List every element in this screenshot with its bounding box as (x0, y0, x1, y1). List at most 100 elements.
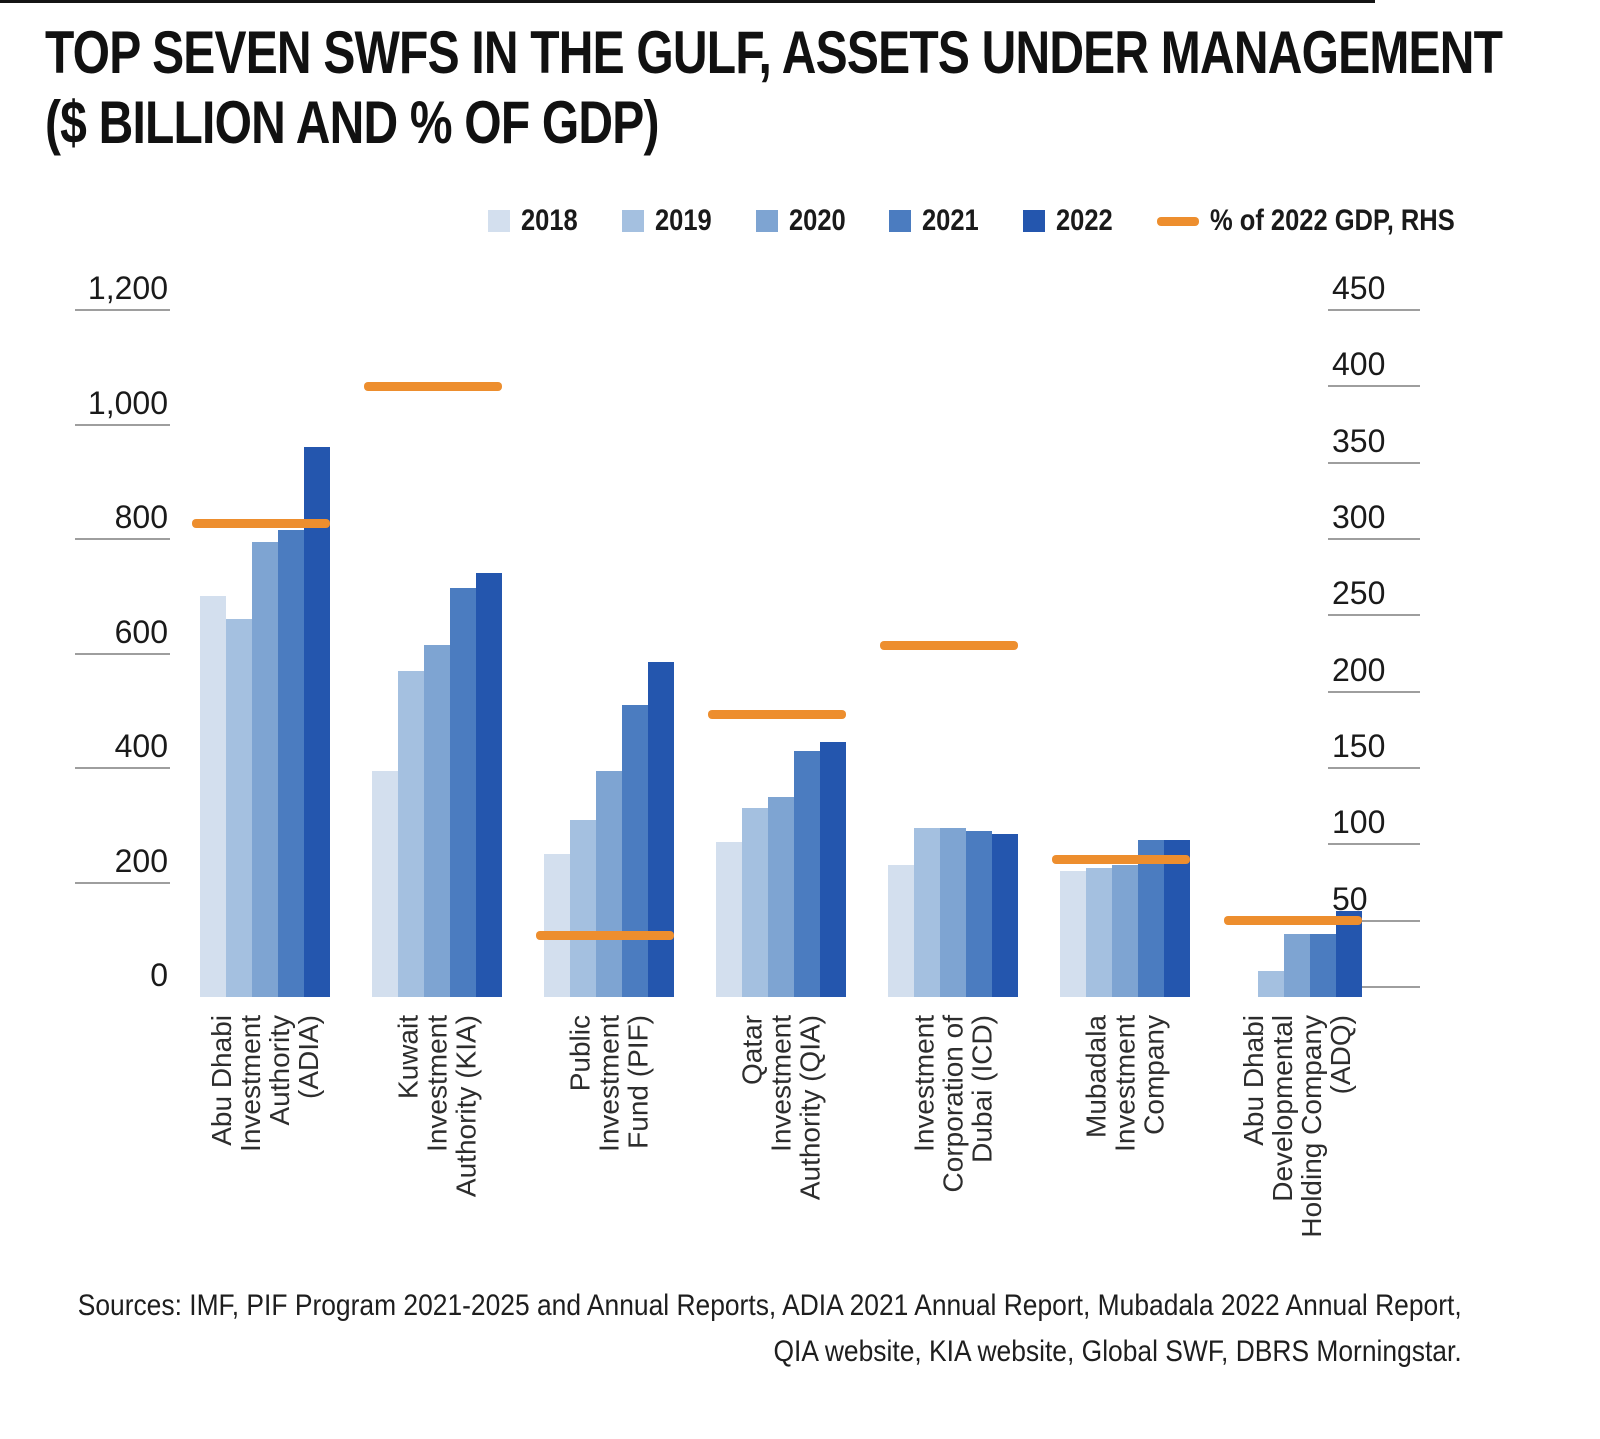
legend-gdp-label: % of 2022 GDP, RHS (1209, 204, 1455, 237)
bar-2021-group4 (794, 750, 820, 997)
chart-title: TOP SEVEN SWFS IN THE GULF, ASSETS UNDER… (45, 18, 1600, 158)
left-axis-tick-1,200: 1,200 (87, 270, 168, 306)
bar-2020-group7 (1284, 934, 1310, 997)
legend-label-2019: 2019 (654, 204, 712, 237)
bar-2019-group4 (742, 808, 768, 997)
gdp-marker-group1 (192, 519, 330, 529)
legend-item-2022: 2022 (1023, 204, 1123, 238)
bar-2020-group3 (596, 770, 622, 997)
right-axis-tick-200: 200 (1332, 651, 1386, 688)
plot-area: 1,200 1,000 800 600 400 200 0 450 400 350 300 250 20… (0, 0, 1600, 1238)
legend-label-2020: 2020 (788, 204, 846, 237)
legend-swatch-2021 (889, 210, 912, 232)
right-axis-tick-350: 350 (1332, 422, 1386, 459)
legend-swatch-2022 (1023, 210, 1045, 232)
x-label-group1: Abu Dhabi Investment Authority (ADIA) (206, 1015, 324, 1152)
legend-label-2018: 2018 (521, 204, 578, 237)
right-axis-tickline-350 (1328, 461, 1420, 464)
bar-2022-group7 (1336, 911, 1362, 997)
legend-item-2018: 2018 (488, 204, 588, 238)
bar-2018-group1 (200, 596, 226, 997)
gdp-marker-group5 (880, 641, 1018, 651)
bar-2021-group2 (450, 587, 476, 997)
bar-2018-group4 (716, 842, 742, 997)
left-axis-tick-1,000: 1,000 (87, 384, 168, 421)
right-axis-tick-450: 450 (1332, 270, 1386, 306)
bar-2021-group3 (622, 705, 648, 997)
bar-2021-group6 (1138, 839, 1164, 997)
right-axis-tickline-50 (1328, 919, 1420, 922)
right-axis-tickline-300 (1328, 538, 1420, 540)
x-label-group4: Qatar Investment Authority (QIA) (736, 1015, 826, 1201)
right-axis-tick-300: 300 (1332, 499, 1386, 535)
right-axis-tick-100: 100 (1332, 804, 1386, 841)
chart-title-line1: TOP SEVEN SWFS IN THE GULF, ASSETS UNDER… (45, 19, 1503, 86)
bar-2022-group5 (992, 833, 1018, 997)
bar-2019-group2 (398, 670, 424, 997)
bar-2018-group2 (372, 770, 398, 997)
right-axis-tickline-150 (1328, 767, 1420, 769)
left-axis-tickline-1,200 (75, 309, 170, 311)
bar-2019-group6 (1086, 868, 1112, 997)
left-axis-tickline-400 (75, 767, 170, 769)
bar-2020-group6 (1112, 865, 1138, 997)
gdp-marker-group6 (1052, 855, 1190, 865)
x-axis-line (0, 0, 1375, 3)
right-axis-tickline-100 (1328, 843, 1420, 846)
bar-2022-group2 (476, 573, 502, 997)
left-axis-tick-200: 200 (114, 842, 168, 879)
x-label-group7: Abu Dhabi Developmental Holding Company … (1238, 1015, 1356, 1238)
gdp-marker-group2 (364, 381, 502, 391)
legend-item-gdp: % of 2022 GDP, RHS (1156, 204, 1498, 238)
bar-2020-group1 (252, 541, 278, 997)
bar-2022-group4 (820, 742, 846, 997)
left-axis-tick-0: 0 (150, 957, 168, 993)
left-axis-tick-400: 400 (114, 728, 168, 764)
x-label-group2: Kuwait Investment Authority (KIA) (392, 1015, 482, 1198)
x-label-group5: Investment Corporation of Dubai (ICD) (908, 1015, 998, 1193)
bar-2020-group2 (424, 644, 450, 997)
legend-item-2019: 2019 (621, 204, 722, 238)
legend-item-2021: 2021 (889, 204, 989, 238)
right-axis-tickline-200 (1328, 690, 1420, 693)
right-axis-tickline-400 (1328, 385, 1420, 388)
bar-2022-group6 (1164, 839, 1190, 997)
bar-2022-group1 (304, 447, 330, 997)
x-label-group6: Mubadala Investment Company (1080, 1015, 1170, 1152)
sources-line2: QIA website, KIA website, Global SWF, DB… (773, 1335, 1462, 1368)
bar-2018-group6 (1060, 871, 1086, 997)
right-axis-tickline-0 (1328, 986, 1420, 988)
bar-2018-group3 (544, 853, 570, 997)
legend-label-2022: 2022 (1056, 204, 1113, 237)
sources-note: Sources: IMF, PIF Program 2021-2025 and … (0, 1283, 1462, 1375)
bar-2020-group5 (940, 828, 966, 997)
gdp-marker-group3 (536, 931, 674, 941)
left-axis-tick-800: 800 (114, 499, 168, 535)
right-axis-tick-150: 150 (1332, 728, 1386, 764)
right-axis-tickline-450 (1328, 309, 1420, 311)
bar-2021-group7 (1310, 934, 1336, 997)
bar-2020-group4 (768, 796, 794, 997)
sources-line1: Sources: IMF, PIF Program 2021-2025 and … (78, 1289, 1462, 1322)
bar-2019-group3 (570, 819, 596, 997)
right-axis-tick-400: 400 (1332, 346, 1386, 383)
bar-2021-group1 (278, 530, 304, 997)
legend-swatch-2019 (621, 210, 644, 232)
left-axis-tickline-200 (75, 881, 170, 884)
left-axis-tickline-800 (75, 538, 170, 540)
bar-2021-group5 (966, 830, 992, 997)
legend-gdp-dash-icon (1156, 216, 1199, 226)
right-axis-tickline-250 (1328, 614, 1420, 617)
right-axis-tick-250: 250 (1332, 575, 1386, 612)
left-axis-tickline-1,000 (75, 423, 170, 426)
chart-title-line2: ($ BILLION AND % OF GDP) (45, 89, 659, 156)
x-label-group3: Public Investment Fund (PIF) (564, 1015, 654, 1152)
legend-swatch-2018 (488, 210, 510, 232)
bar-2018-group5 (888, 865, 914, 997)
bar-2019-group7 (1258, 971, 1284, 997)
bar-2019-group1 (226, 619, 252, 997)
left-axis-tick-600: 600 (114, 613, 168, 650)
legend-label-2021: 2021 (922, 204, 979, 237)
left-axis-tickline-600 (75, 652, 170, 655)
